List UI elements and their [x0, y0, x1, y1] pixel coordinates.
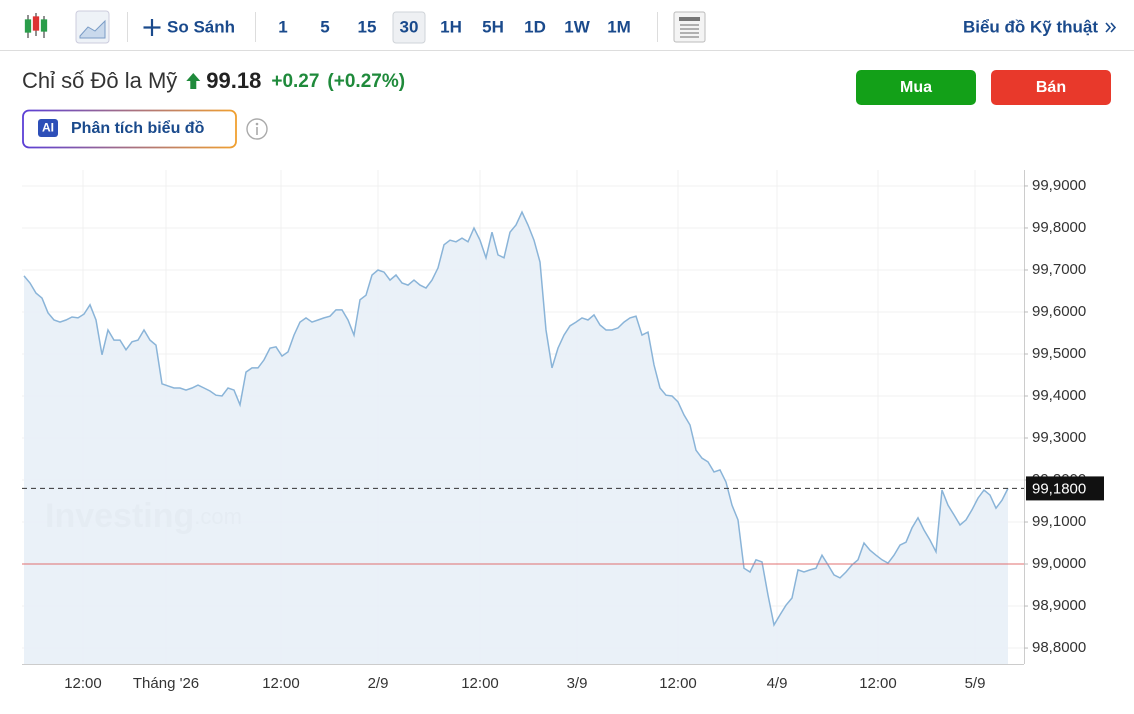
price: 99.18: [206, 68, 261, 93]
interval-button[interactable]: 1M: [607, 17, 631, 36]
x-tick-label: 12:00: [262, 675, 300, 692]
x-tick-label: 4/9: [767, 675, 788, 692]
instrument-name: Chỉ số Đô la Mỹ: [22, 68, 177, 93]
sell-label: Bán: [1036, 79, 1066, 96]
area-fill: [24, 212, 1008, 664]
y-tick-label: 99,0000: [1032, 555, 1086, 572]
interval-button[interactable]: 5: [320, 17, 329, 36]
x-tick-label: 12:00: [859, 675, 897, 692]
interval-group: 1 5 15 30 1H 5H 1D 1W 1M: [278, 11, 631, 44]
y-tick-label: 99,7000: [1032, 261, 1086, 278]
y-tick-label: 98,9000: [1032, 597, 1086, 614]
y-tick-label: 99,4000: [1032, 387, 1086, 404]
y-tick-label: 99,9000: [1032, 177, 1086, 194]
chevron-icon: [1105, 22, 1117, 33]
last-price-box: [1026, 476, 1104, 501]
x-tick-label: 2/9: [368, 675, 389, 692]
y-tick-label: 99,6000: [1032, 303, 1086, 320]
x-tick-label: 12:00: [461, 675, 499, 692]
change: +0.27: [271, 71, 319, 92]
x-tick-label: 5/9: [965, 675, 986, 692]
y-tick-label: 99,5000: [1032, 345, 1086, 362]
y-tick-label: 99,3000: [1032, 429, 1086, 446]
interval-button[interactable]: 30: [400, 17, 419, 36]
price-line: [23, 210, 1009, 627]
y-tick-label: 99,8000: [1032, 219, 1086, 236]
interval-button[interactable]: 1W: [564, 17, 590, 36]
interval-button[interactable]: 1H: [440, 17, 462, 36]
chart: Investing.com98,800098,900099,000099,100…: [22, 170, 1104, 692]
y-tick-label: 99,1000: [1032, 513, 1086, 530]
x-tick-label: 12:00: [64, 675, 102, 692]
x-tick-label: Tháng '26: [133, 675, 199, 692]
change-percent: (+0.27%): [327, 71, 405, 92]
x-tick-label: 3/9: [567, 675, 588, 692]
last-price-label: 99,1800: [1032, 480, 1086, 497]
interval-button[interactable]: 5H: [482, 17, 504, 36]
x-tick-label: 12:00: [659, 675, 697, 692]
layout-icon[interactable]: [673, 11, 706, 43]
ai-analysis-button[interactable]: AI Phân tích biểu đồ: [22, 109, 237, 149]
buy-button[interactable]: Mua: [856, 70, 976, 105]
interval-button[interactable]: 1: [278, 17, 287, 36]
area-icon[interactable]: [75, 10, 110, 44]
interval-active-bg: [392, 11, 426, 44]
ai-icon-text: AI: [42, 121, 54, 135]
up-arrow: [186, 73, 201, 89]
buy-label: Mua: [900, 79, 932, 96]
y-tick-label: 98,8000: [1032, 639, 1086, 656]
candle-icon[interactable]: [24, 13, 48, 38]
compare-button[interactable]: So Sánh: [143, 17, 236, 36]
technical-link[interactable]: Biểu đồ Kỹ thuật: [963, 17, 1098, 36]
ai-label: Phân tích biểu đồ: [71, 119, 205, 137]
interval-button[interactable]: 1D: [524, 17, 546, 36]
interval-button[interactable]: 15: [358, 17, 377, 36]
compare-label: So Sánh: [167, 17, 235, 36]
info-icon[interactable]: [246, 118, 268, 140]
sell-button[interactable]: Bán: [991, 70, 1111, 105]
